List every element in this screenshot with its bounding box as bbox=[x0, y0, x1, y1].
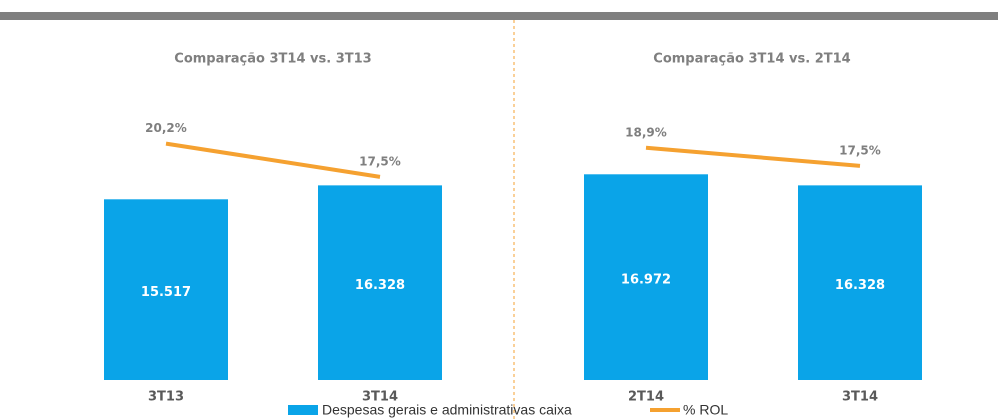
bar bbox=[584, 174, 708, 380]
data-label: 20,2% bbox=[145, 121, 187, 135]
data-label: 16.328 bbox=[355, 278, 405, 293]
line bbox=[645, 145, 861, 168]
legend-swatch bbox=[288, 405, 318, 415]
data-label: 16.328 bbox=[835, 278, 885, 293]
data-label: 16.972 bbox=[621, 273, 671, 288]
bar bbox=[104, 199, 228, 380]
bar bbox=[798, 185, 922, 380]
data-label: 17,5% bbox=[359, 154, 401, 168]
line bbox=[165, 141, 381, 179]
x-tick-label: 3T13 bbox=[148, 390, 184, 405]
x-tick-label: 3T14 bbox=[362, 390, 398, 405]
legend-label: Despesas gerais e administrativas caixa bbox=[322, 402, 572, 418]
header-bar bbox=[0, 12, 998, 20]
data-label: 17,5% bbox=[839, 143, 881, 157]
bar bbox=[318, 185, 442, 380]
x-tick-label: 2T14 bbox=[628, 390, 664, 405]
data-label: 15.517 bbox=[141, 285, 191, 300]
chart-title: Comparação 3T14 vs. 3T13 bbox=[174, 52, 371, 67]
chart-title: Comparação 3T14 vs. 2T14 bbox=[653, 52, 850, 67]
data-label: 18,9% bbox=[625, 125, 667, 139]
legend-label: % ROL bbox=[683, 402, 728, 418]
x-tick-label: 3T14 bbox=[842, 390, 878, 405]
